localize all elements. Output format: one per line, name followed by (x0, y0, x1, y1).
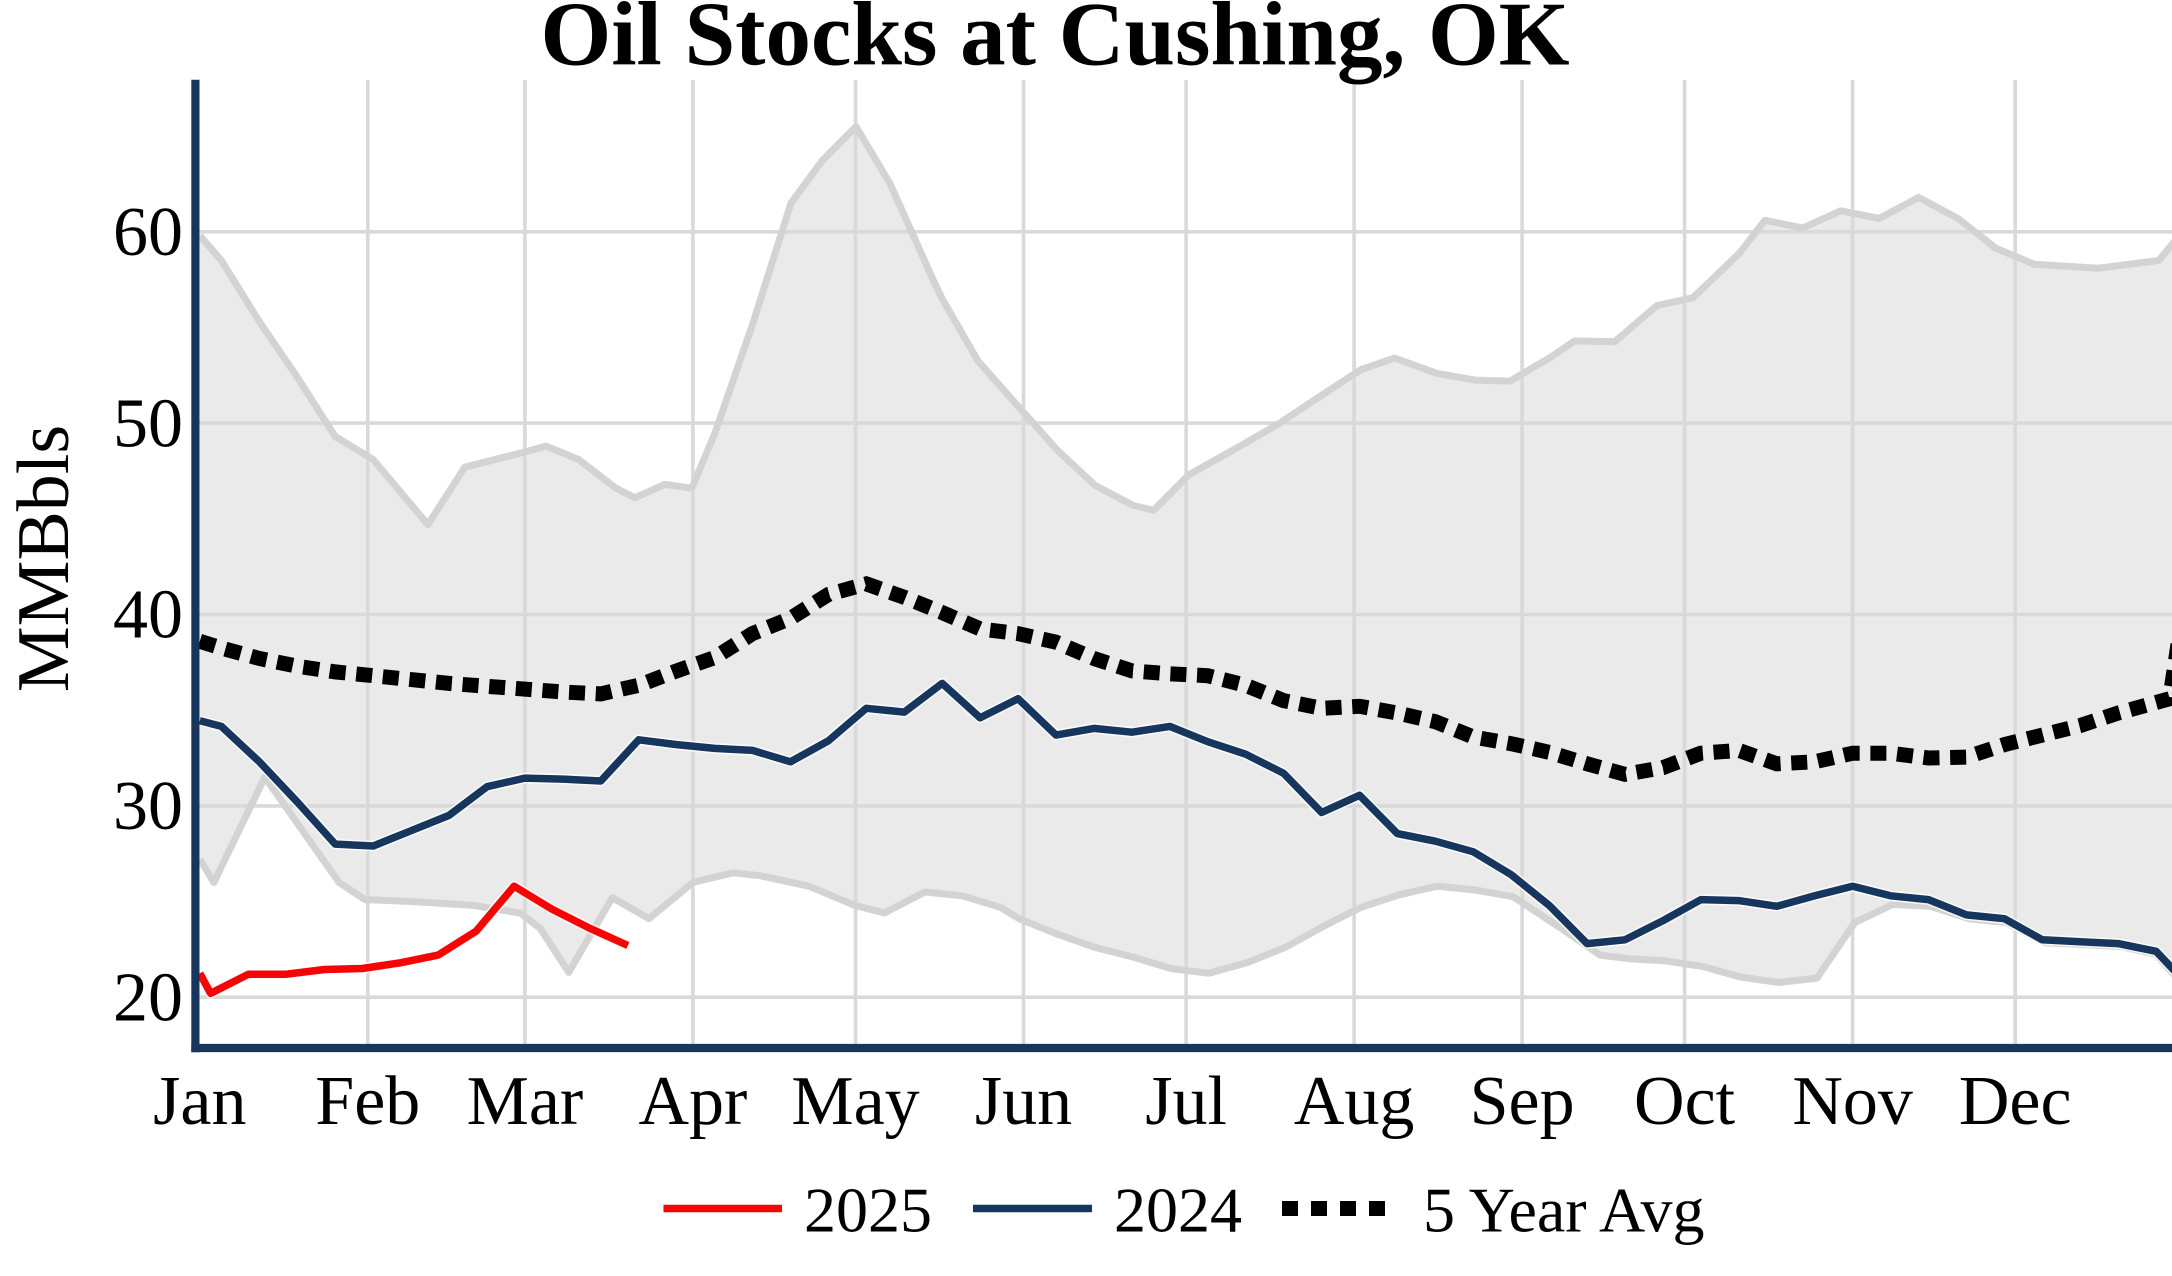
svg-text:May: May (791, 1063, 919, 1140)
svg-text:Oil Stocks at Cushing, OK: Oil Stocks at Cushing, OK (540, 0, 1569, 85)
svg-text:60: 60 (113, 194, 183, 271)
svg-text:20: 20 (113, 959, 183, 1036)
svg-text:40: 40 (113, 577, 183, 654)
svg-text:Jun: Jun (975, 1063, 1072, 1140)
svg-text:Apr: Apr (638, 1063, 747, 1140)
svg-text:MMBbls: MMBbls (3, 425, 85, 692)
svg-text:Aug: Aug (1294, 1063, 1415, 1140)
svg-text:Dec: Dec (1959, 1063, 2072, 1140)
svg-text:30: 30 (113, 768, 183, 845)
svg-text:Sep: Sep (1470, 1063, 1575, 1140)
svg-text:2025: 2025 (804, 1175, 932, 1246)
svg-text:Jul: Jul (1145, 1063, 1227, 1140)
svg-text:5 Year Avg: 5 Year Avg (1423, 1175, 1705, 1246)
svg-text:Feb: Feb (315, 1063, 420, 1140)
svg-text:50: 50 (113, 385, 183, 462)
svg-text:Jan: Jan (153, 1063, 246, 1140)
svg-text:Nov: Nov (1792, 1063, 1913, 1140)
svg-text:Oct: Oct (1634, 1063, 1736, 1140)
svg-text:2024: 2024 (1114, 1175, 1242, 1246)
svg-text:Mar: Mar (467, 1063, 584, 1140)
